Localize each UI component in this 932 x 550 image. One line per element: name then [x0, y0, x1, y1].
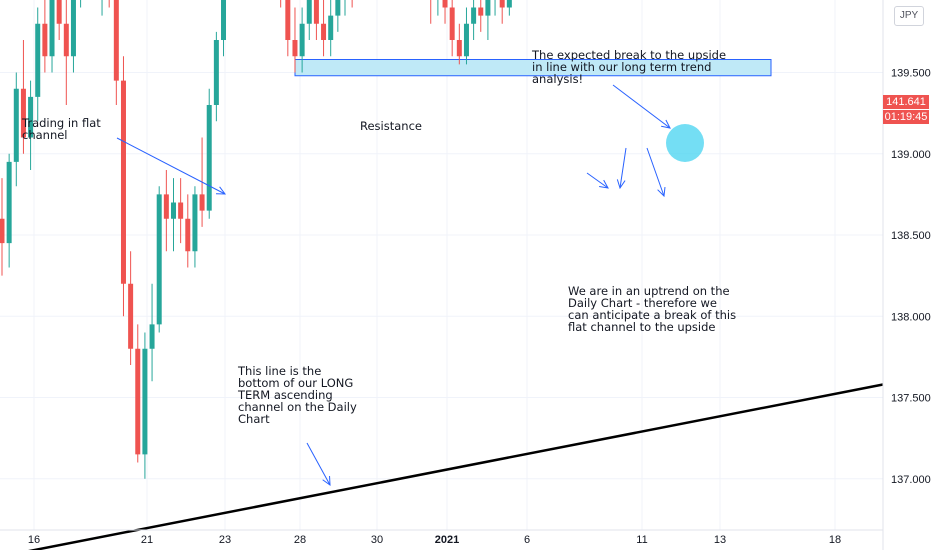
candle-body — [42, 23, 48, 57]
time-tick-label: 11 — [636, 534, 647, 546]
candle-body — [285, 0, 291, 40]
candle-body — [20, 88, 26, 138]
candle-body — [178, 202, 184, 219]
candle-body — [156, 194, 162, 325]
price-tick-label: 137.000 — [891, 474, 931, 486]
candle-body — [142, 348, 148, 455]
arrow-head — [322, 475, 331, 487]
time-tick-label: 6 — [524, 534, 530, 546]
candle-body — [163, 194, 169, 219]
candle-body — [35, 23, 41, 97]
breakout-annotation[interactable]: The expected break to the upside in line… — [532, 48, 727, 86]
candle-body — [456, 40, 462, 57]
candle-body — [313, 0, 319, 24]
uptrend-annotation[interactable]: We are in an uptrend on the Daily Chart … — [568, 284, 737, 334]
currency-label[interactable]: JPY — [894, 6, 924, 26]
candle-body — [499, 0, 505, 8]
candle-body — [192, 194, 198, 252]
candle-body — [149, 324, 155, 349]
candle-body — [113, 0, 119, 81]
long-term-trendline[interactable] — [0, 383, 884, 550]
candle-body — [478, 7, 484, 16]
time-axis[interactable]: 16 21 23 28 30 2021 6 11 13 18 — [28, 534, 841, 546]
time-tick-label: 16 — [28, 534, 40, 546]
countdown-badge: 01:19:45 — [883, 110, 929, 124]
candle-body — [6, 161, 12, 244]
time-tick-label: 13 — [714, 534, 726, 546]
candle-body — [206, 105, 212, 211]
resistance-label[interactable]: Resistance — [360, 119, 422, 133]
price-tick-label: 138.500 — [891, 230, 931, 242]
grid — [0, 0, 883, 530]
candle-body — [506, 0, 512, 8]
time-tick-label: 23 — [219, 534, 231, 546]
candle-body — [485, 0, 491, 16]
candle-body — [221, 0, 227, 40]
annotation-arrow — [306, 442, 331, 486]
candle-body — [328, 15, 334, 40]
candle-body — [471, 7, 477, 24]
arrow-head — [616, 179, 626, 190]
arrow-head — [599, 179, 609, 189]
candle-body — [70, 0, 76, 57]
arrow-head — [661, 119, 671, 129]
price-tick-label: 138.000 — [891, 311, 931, 323]
time-tick-label: 2021 — [435, 534, 459, 546]
time-tick-label: 18 — [829, 534, 841, 546]
candle-body — [185, 218, 191, 252]
candle-body — [306, 0, 312, 24]
arrow-head — [657, 186, 666, 198]
breakout-highlight[interactable] — [666, 124, 704, 162]
candle-body — [170, 202, 176, 219]
annotation-arrow — [612, 84, 671, 129]
candles — [0, 0, 512, 479]
flat-channel-annotation[interactable]: Trading in flat channel — [22, 116, 101, 142]
candle-body — [120, 80, 126, 284]
time-tick-label: 21 — [141, 534, 153, 546]
annotation-arrow — [646, 147, 665, 197]
price-tick-label: 139.500 — [891, 68, 931, 80]
candle-body — [0, 218, 5, 244]
candle-body — [199, 194, 205, 211]
price-tick-label: 139.000 — [891, 149, 931, 161]
candle-body — [449, 7, 455, 40]
annotation-arrow — [116, 137, 226, 195]
candle-body — [463, 23, 469, 57]
candle-body — [321, 23, 327, 40]
annotation-arrow — [586, 172, 609, 189]
candle-body — [299, 23, 305, 57]
arrow-head — [215, 186, 227, 195]
candle-body — [128, 283, 134, 349]
trendline-annotation[interactable]: This line is the bottom of our LONG TERM… — [238, 364, 357, 426]
candle-body — [56, 0, 62, 24]
last-price-badge: 141.641 — [883, 95, 929, 109]
price-tick-label: 137.500 — [891, 393, 931, 405]
annotation-arrow — [619, 147, 627, 189]
candle-body — [135, 348, 141, 455]
price-axis[interactable]: 136.500137.000137.500138.000138.500139.0… — [891, 0, 931, 550]
candle-body — [63, 23, 69, 57]
time-tick-label: 30 — [371, 534, 383, 546]
time-tick-label: 28 — [294, 534, 306, 546]
annotation-arrows — [116, 84, 671, 487]
candle-body — [13, 88, 19, 162]
candle-body — [292, 40, 298, 57]
candle-body — [442, 0, 448, 8]
candle-body — [49, 0, 55, 57]
candle-body — [335, 0, 341, 16]
candle-body — [28, 96, 34, 138]
candle-body — [213, 40, 219, 105]
